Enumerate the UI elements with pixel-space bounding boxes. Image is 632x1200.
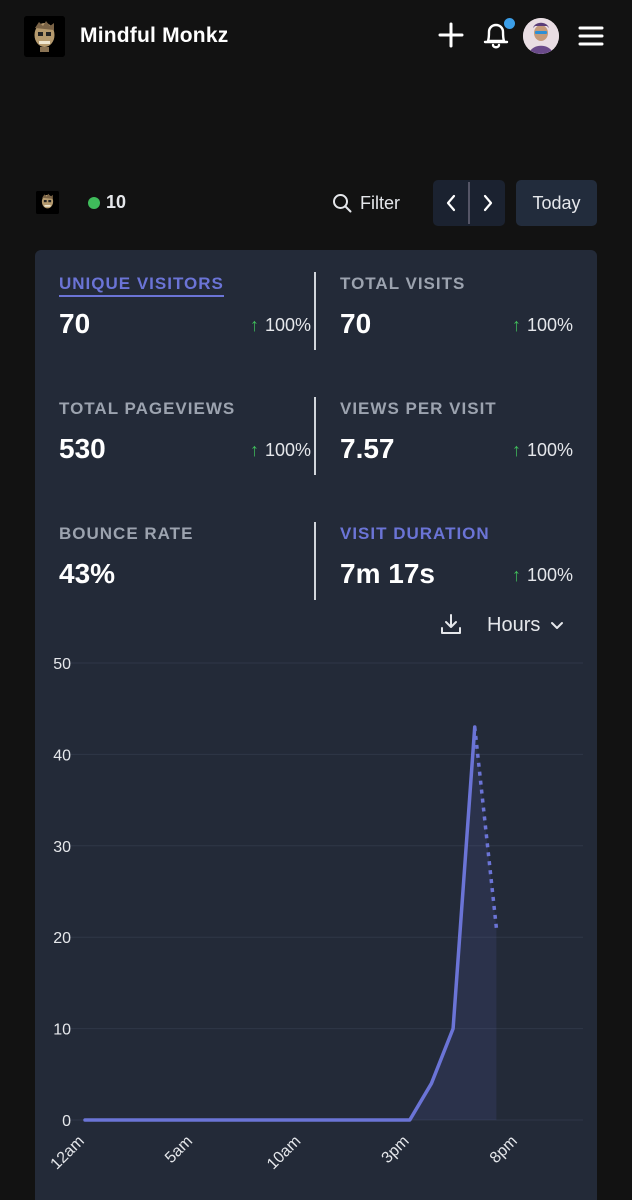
filter-button[interactable]: Filter <box>332 190 400 216</box>
metric-change: ↑ 100% <box>250 440 311 461</box>
y-tick-label: 10 <box>53 1022 71 1039</box>
interval-dropdown[interactable]: Hours <box>487 614 564 637</box>
hamburger-menu-icon[interactable] <box>578 24 604 48</box>
period-selector-button[interactable]: Today <box>516 180 597 226</box>
metric-label: VISIT DURATION <box>340 524 490 543</box>
metric-value: 70 <box>59 308 91 339</box>
metric-visit-duration[interactable]: VISIT DURATION 7m 17s ↑ 100% <box>340 524 573 589</box>
series-line-projected <box>472 726 499 929</box>
top-nav: Mindful Monkz <box>0 0 632 72</box>
metric-views-per-visit[interactable]: VIEWS PER VISIT 7.57 ↑ 100% <box>340 399 573 464</box>
download-icon[interactable] <box>439 612 463 636</box>
y-tick-label: 30 <box>53 839 71 856</box>
search-icon <box>333 194 352 213</box>
metric-divider <box>314 522 316 600</box>
metric-value: 7m 17s <box>340 558 435 589</box>
chevron-left-icon <box>446 194 455 212</box>
notification-badge <box>503 17 516 30</box>
arrow-up-icon: ↑ <box>511 315 521 335</box>
arrow-up-icon: ↑ <box>249 440 259 460</box>
metric-change: ↑ 100% <box>512 315 573 336</box>
metric-divider <box>314 397 316 475</box>
x-tick-label: 8pm <box>487 1133 521 1167</box>
metric-value: 43% <box>59 558 116 589</box>
live-visitor-count[interactable]: 10 <box>106 192 127 212</box>
metric-total-visits[interactable]: TOTAL VISITS 70 ↑ 100% <box>340 274 573 339</box>
y-tick-label: 20 <box>53 930 71 947</box>
chevron-down-icon <box>551 621 564 629</box>
metric-bounce-rate[interactable]: BOUNCE RATE 43% <box>59 524 319 589</box>
plus-icon[interactable] <box>438 22 464 48</box>
user-avatar[interactable] <box>523 18 559 54</box>
metric-change: ↑ 100% <box>250 315 311 336</box>
site-favicon[interactable] <box>36 191 59 214</box>
arrow-up-icon: ↑ <box>249 315 259 335</box>
arrow-up-icon: ↑ <box>511 565 521 585</box>
metric-value: 70 <box>340 308 372 339</box>
metric-divider <box>314 272 316 350</box>
brand-logo[interactable] <box>24 16 65 57</box>
live-indicator-dot <box>88 197 100 209</box>
metric-label: UNIQUE VISITORS <box>59 274 224 297</box>
series-line <box>83 725 477 1122</box>
metric-unique-visitors[interactable]: UNIQUE VISITORS 70 ↑ 100% <box>59 274 319 339</box>
metric-change-value: 100% <box>264 440 311 460</box>
chart-area-fill <box>85 726 497 1120</box>
pager-divider <box>468 182 470 224</box>
metric-change-value: 100% <box>526 440 573 460</box>
interval-label: Hours <box>487 614 541 636</box>
metric-value: 7.57 <box>340 433 395 464</box>
previous-period-button[interactable] <box>433 180 468 226</box>
metric-change-value: 100% <box>526 315 573 335</box>
y-tick-label: 40 <box>53 747 71 764</box>
x-tick-label: 10am <box>264 1133 304 1173</box>
chevron-right-icon <box>483 194 492 212</box>
stats-card: UNIQUE VISITORS 70 ↑ 100% TOTAL VISITS 7… <box>35 250 597 1200</box>
brand-name[interactable]: Mindful Monkz <box>80 24 229 47</box>
arrow-up-icon: ↑ <box>511 440 521 460</box>
visitors-line-chart: 0 10 20 30 40 50 12am 5am 10am 3pm 8pm <box>48 656 583 1173</box>
y-tick-label: 0 <box>62 1113 71 1130</box>
y-tick-label: 50 <box>53 656 71 673</box>
metric-change-value: 100% <box>526 565 573 585</box>
metric-label: TOTAL PAGEVIEWS <box>59 399 236 418</box>
metric-change-value: 100% <box>264 315 311 335</box>
metric-label: TOTAL VISITS <box>340 274 466 293</box>
metric-total-pageviews[interactable]: TOTAL PAGEVIEWS 530 ↑ 100% <box>59 399 319 464</box>
metric-change: ↑ 100% <box>512 565 573 586</box>
x-tick-label: 3pm <box>379 1133 413 1167</box>
metric-label: VIEWS PER VISIT <box>340 399 497 418</box>
period-pager <box>433 180 505 226</box>
x-tick-label: 12am <box>48 1133 88 1173</box>
bell-icon[interactable] <box>482 21 510 51</box>
metric-change: ↑ 100% <box>512 440 573 461</box>
metric-value: 530 <box>59 433 106 464</box>
metric-label: BOUNCE RATE <box>59 524 194 543</box>
x-tick-label: 5am <box>162 1133 196 1167</box>
next-period-button[interactable] <box>470 180 505 226</box>
filter-label: Filter <box>360 192 400 213</box>
